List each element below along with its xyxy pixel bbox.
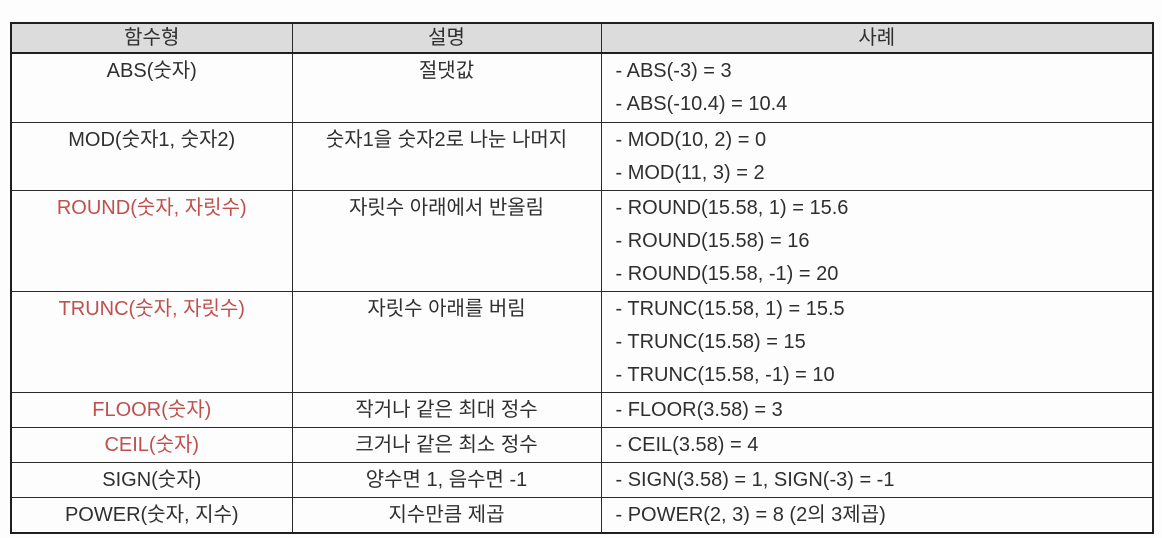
- examples-cell: - ABS(-3) = 3 - ABS(-10.4) = 10.4: [600, 52, 1154, 123]
- header-row: 함수형 설명 사례: [10, 22, 1154, 54]
- function-name-cell: POWER(숫자, 지수): [10, 496, 293, 533]
- description-cell: 작거나 같은 최대 정수: [291, 391, 602, 428]
- example-line: - MOD(10, 2) = 0: [615, 128, 767, 151]
- functions-table: 함수형 설명 사례 ABS(숫자) 절댓값 - ABS(-3) = 3- ABS(-…: [10, 22, 1154, 534]
- function-name-cell: ROUND(숫자, 자릿수): [10, 189, 293, 292]
- examples-cell: - TRUNC(15.58, 1) = 15.5 - TRUNC(15.58) =…: [600, 290, 1154, 393]
- table-body: ABS(숫자) 절댓값 - ABS(-3) = 3 - ABS(-10.4) = 10…: [10, 52, 1154, 533]
- function-name-cell: MOD(숫자1, 숫자2): [10, 121, 293, 191]
- table-header: 함수형 설명 사례: [10, 22, 1154, 54]
- function-name-cell: CEIL(숫자): [10, 426, 293, 463]
- table-row: FLOOR(숫자) 작거나 같은 최대 정수 - FLOOR(3.58) = 3: [10, 391, 1154, 428]
- examples-cell: - FLOOR(3.58) = 3: [600, 391, 1154, 428]
- description-cell: 자릿수 아래를 버림: [291, 290, 602, 393]
- function-name-cell: FLOOR(숫자): [10, 391, 293, 428]
- example-line: - FLOOR(3.58) = 3: [615, 398, 783, 421]
- table-row: POWER(숫자, 지수) 지수만큼 제곱 - POWER(2, 3) = 8 (2…: [10, 496, 1154, 533]
- example-line: - TRUNC(15.58, -1) = 10: [615, 363, 835, 386]
- example-line: - MOD(11, 3) = 2: [615, 161, 765, 184]
- example-line: - ROUND(15.58, 1) = 15.6: [615, 196, 849, 219]
- table-row: MOD(숫자1, 숫자2) 숫자1을 숫자2로 나눈 나머지 - MOD(10, 2…: [10, 121, 1154, 191]
- function-name-cell: ABS(숫자): [10, 52, 293, 123]
- example-line: - ROUND(15.58) = 16: [615, 229, 810, 252]
- examples-cell: - CEIL(3.58) = 4: [600, 426, 1154, 463]
- function-name-cell: TRUNC(숫자, 자릿수): [10, 290, 293, 393]
- examples-cell: - MOD(10, 2) = 0 - MOD(11, 3) = 2: [600, 121, 1154, 191]
- description-cell: 숫자1을 숫자2로 나눈 나머지: [291, 121, 602, 191]
- table-row: ROUND(숫자, 자릿수) 자릿수 아래에서 반올림 - ROUND(15.58,…: [10, 189, 1154, 292]
- example-line: - ROUND(15.58, -1) = 20: [615, 262, 839, 285]
- example-line: - CEIL(3.58) = 4: [615, 433, 759, 456]
- table-row: SIGN(숫자) 양수면 1, 음수면 -1 - SIGN(3.58) = 1, S…: [10, 461, 1154, 498]
- description-cell: 절댓값: [291, 52, 602, 123]
- examples-cell: - POWER(2, 3) = 8 (2의 3제곱): [600, 496, 1154, 533]
- examples-cell: - SIGN(3.58) = 1, SIGN(-3) = -1: [600, 461, 1154, 498]
- example-line: - SIGN(3.58) = 1, SIGN(-3) = -1: [615, 468, 895, 491]
- table-row: CEIL(숫자) 크거나 같은 최소 정수 - CEIL(3.58) = 4: [10, 426, 1154, 463]
- examples-cell: - ROUND(15.58, 1) = 15.6 - ROUND(15.58) =…: [600, 189, 1154, 292]
- header-function-type: 함수형: [10, 22, 293, 54]
- example-line: - TRUNC(15.58, 1) = 15.5: [615, 297, 845, 320]
- description-cell: 자릿수 아래에서 반올림: [291, 189, 602, 292]
- function-name-cell: SIGN(숫자): [10, 461, 293, 498]
- example-line: - ABS(-3) = 3: [615, 60, 732, 82]
- example-line: - POWER(2, 3) = 8 (2의 3제곱): [615, 503, 886, 526]
- table-row: TRUNC(숫자, 자릿수) 자릿수 아래를 버림 - TRUNC(15.58, 1…: [10, 290, 1154, 393]
- table-row: ABS(숫자) 절댓값 - ABS(-3) = 3 - ABS(-10.4) = 10…: [10, 52, 1154, 123]
- description-cell: 크거나 같은 최소 정수: [291, 426, 602, 463]
- header-examples: 사례: [600, 22, 1154, 54]
- description-cell: 지수만큼 제곱: [291, 496, 602, 533]
- example-line: - ABS(-10.4) = 10.4: [615, 93, 788, 115]
- example-line: - TRUNC(15.58) = 15: [615, 330, 806, 353]
- header-description: 설명: [291, 22, 602, 54]
- functions-table-container: 함수형 설명 사례 ABS(숫자) 절댓값 - ABS(-3) = 3- ABS(-…: [10, 22, 1154, 534]
- description-cell: 양수면 1, 음수면 -1: [291, 461, 602, 498]
